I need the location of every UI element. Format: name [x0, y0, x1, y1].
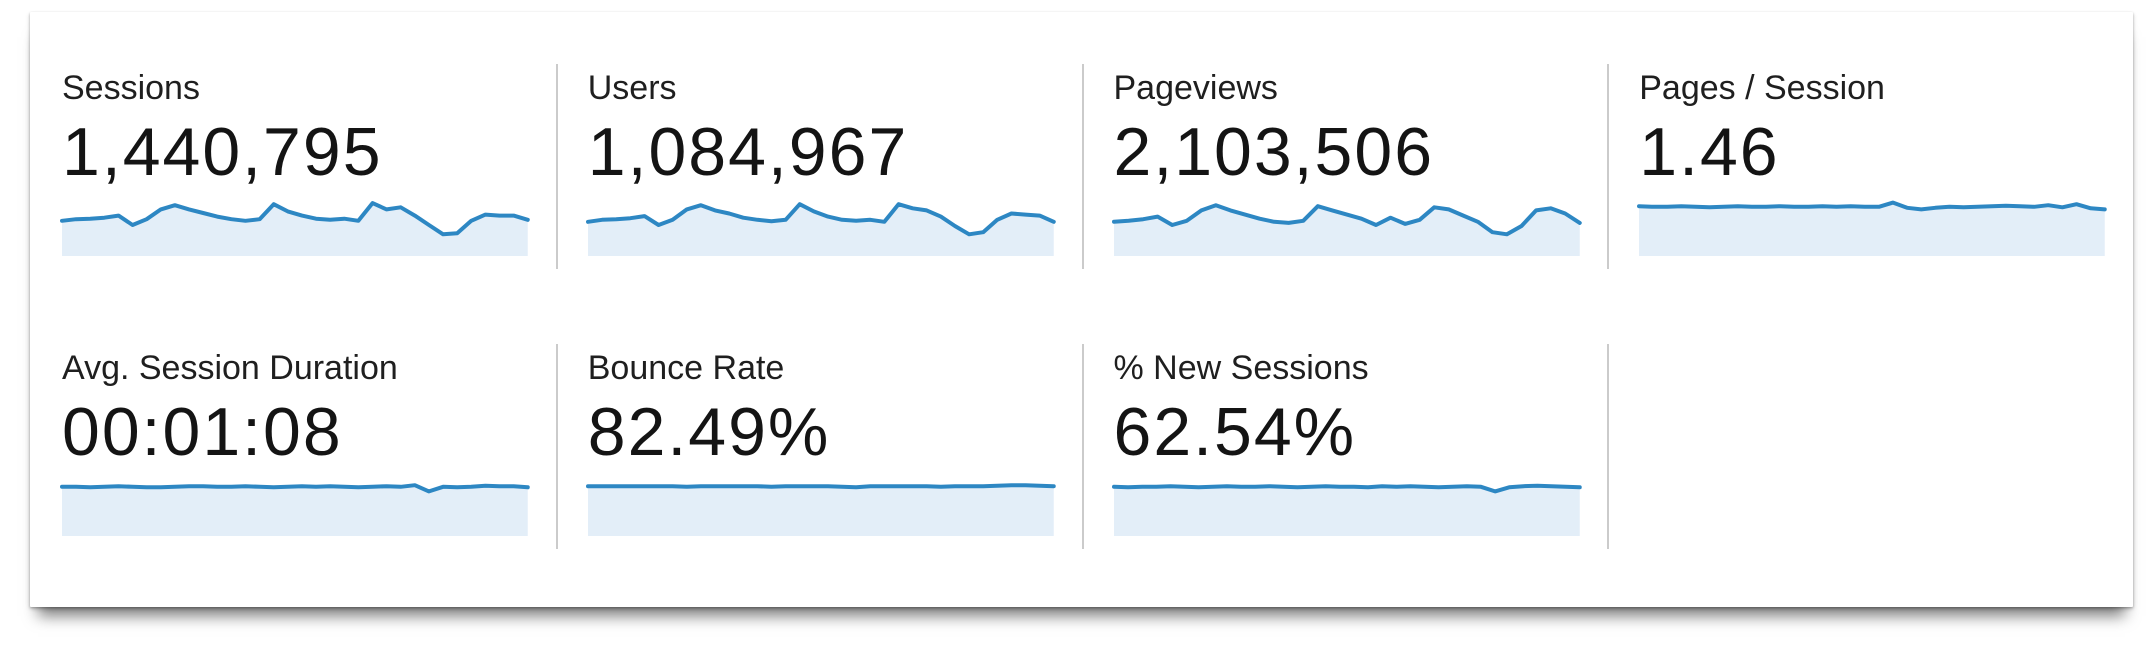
metric-card-bounce-rate[interactable]: Bounce Rate 82.49%: [555, 304, 1082, 584]
metric-value: 62.54%: [1113, 394, 1357, 470]
metric-label: Bounce Rate: [587, 349, 785, 387]
sparkline-chart: [62, 478, 528, 536]
metric-card-users[interactable]: Users 1,084,967: [555, 24, 1082, 304]
metric-card-percent-new-sessions[interactable]: % New Sessions 62.54%: [1081, 304, 1608, 584]
metric-card-avg-session-duration[interactable]: Avg. Session Duration 00:01:08: [30, 304, 556, 584]
metric-label: Pages / Session: [1639, 69, 1885, 107]
metric-label: Users: [587, 69, 677, 107]
metric-card-empty: [1607, 304, 2133, 584]
metric-value: 00:01:08: [62, 394, 343, 470]
sparkline-chart: [1639, 198, 2105, 256]
metric-card-pages-per-session[interactable]: Pages / Session 1.46: [1607, 24, 2133, 304]
sparkline-chart: [1114, 198, 1580, 256]
metrics-grid: Sessions 1,440,795 Users 1,084,967 Pagev…: [30, 24, 2133, 584]
metric-card-pageviews[interactable]: Pageviews 2,103,506: [1081, 24, 1608, 304]
metric-value: 1.46: [1639, 114, 1780, 190]
sparkline-chart: [588, 198, 1054, 256]
metric-label: Sessions: [62, 69, 200, 107]
metric-value: 82.49%: [587, 394, 831, 470]
metric-label: Avg. Session Duration: [62, 349, 398, 387]
metric-card-sessions[interactable]: Sessions 1,440,795: [30, 24, 556, 304]
sparkline-chart: [588, 478, 1054, 536]
metric-label: Pageviews: [1113, 69, 1278, 107]
analytics-overview-panel: Sessions 1,440,795 Users 1,084,967 Pagev…: [30, 12, 2133, 607]
sparkline-chart: [1114, 478, 1580, 536]
metric-value: 1,084,967: [587, 114, 909, 190]
metric-value: 1,440,795: [62, 114, 383, 190]
sparkline-chart: [62, 198, 528, 256]
metric-value: 2,103,506: [1113, 114, 1435, 190]
metric-label: % New Sessions: [1113, 349, 1369, 387]
